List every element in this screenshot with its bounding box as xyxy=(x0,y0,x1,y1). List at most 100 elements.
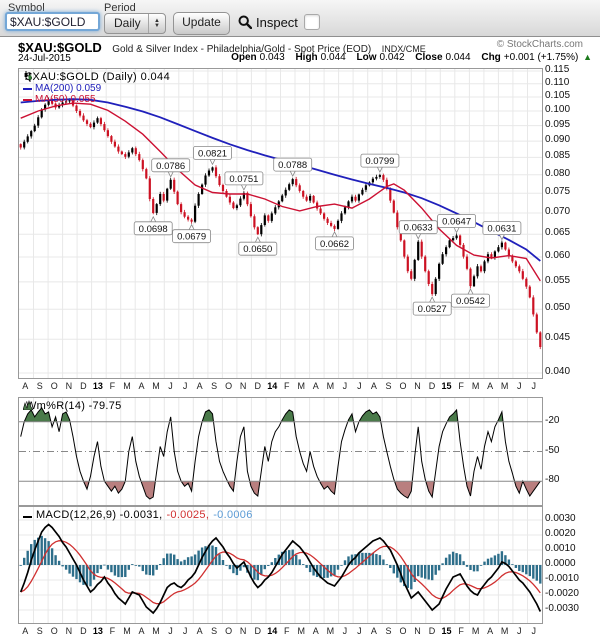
x-axis-label: M xyxy=(471,381,480,391)
x-axis-label: J xyxy=(516,626,522,636)
x-axis-label: 14 xyxy=(267,626,278,636)
x-axis-label: J xyxy=(168,626,173,636)
y-axis-label: -50 xyxy=(545,444,560,456)
price-annotation: 0.0662 xyxy=(315,231,354,251)
price-annotation: 0.0650 xyxy=(238,236,278,256)
x-axis-label: S xyxy=(211,626,218,636)
low-label: Low xyxy=(356,52,377,63)
x-axis-label: J xyxy=(342,381,348,391)
chg-label: Chg xyxy=(481,52,501,63)
x-axis-label: D xyxy=(428,626,436,636)
price-annotation: 0.0799 xyxy=(360,153,400,173)
x-axis-label: F xyxy=(458,626,464,636)
x-axis-label: O xyxy=(225,626,233,636)
chart-title-row: © StockCharts.com $XAU:$GOLD Gold & Silv… xyxy=(18,39,583,55)
price-annotation: 0.0679 xyxy=(172,223,212,244)
svg-text:0.0633: 0.0633 xyxy=(404,223,433,234)
svg-text:0.0786: 0.0786 xyxy=(156,161,185,172)
x-axis-label: S xyxy=(36,626,43,636)
williams-r-canvas xyxy=(19,398,542,505)
price-annotation: 0.0542 xyxy=(451,288,490,308)
x-axis-label: J xyxy=(342,626,348,636)
y-axis-label: 0.0030 xyxy=(545,513,576,524)
symbol-label: Symbol xyxy=(8,2,45,14)
svg-text:0.0679: 0.0679 xyxy=(177,232,206,243)
x-axis-label: A xyxy=(22,381,29,391)
y-axis-label: 0.105 xyxy=(545,90,571,101)
x-axis-label: N xyxy=(414,381,421,391)
y-axis-label: 0.065 xyxy=(545,227,571,239)
x-axis-label: D xyxy=(254,381,261,391)
x-axis-label: F xyxy=(458,381,464,391)
inspect-group: Inspect xyxy=(238,11,320,33)
x-axis-label: A xyxy=(138,626,145,636)
price-annotation: 0.0633 xyxy=(398,220,438,240)
x-axis-label: J xyxy=(357,381,362,391)
x-axis-label: J xyxy=(516,381,522,391)
x-axis-label: M xyxy=(297,626,306,636)
y-axis-label: 0.0000 xyxy=(545,558,576,569)
x-axis-label: 15 xyxy=(441,381,452,391)
x-axis-label: A xyxy=(487,381,494,391)
copyright: © StockCharts.com xyxy=(496,39,583,50)
price-annotation: 0.0788 xyxy=(273,157,313,177)
inspect-checkbox[interactable] xyxy=(303,14,320,30)
x-axis-label: M xyxy=(152,626,160,636)
x-axis-label: J xyxy=(531,626,536,636)
close-value: 0.044 xyxy=(445,52,471,63)
x-axis-label: 14 xyxy=(267,381,278,391)
x-axis-label: N xyxy=(65,381,73,391)
x-axis-label: D xyxy=(80,381,87,391)
x-axis-label: A xyxy=(312,626,319,636)
y-axis-label: 0.110 xyxy=(545,76,570,88)
toolbar: Symbol Period Daily ▲▼ Update Inspect xyxy=(0,0,600,37)
update-button[interactable]: Update xyxy=(173,12,230,35)
svg-text:0.0542: 0.0542 xyxy=(456,296,485,307)
y-axis-label: -20 xyxy=(545,414,560,426)
period-label: Period xyxy=(104,2,136,14)
x-axis-months-top: A S O N D 13 F M A M J J A S O N D 14 F M A M J J A S O N D 15 F M A M J J xyxy=(18,380,541,392)
period-select-value: Daily xyxy=(114,16,141,30)
svg-text:0.0631: 0.0631 xyxy=(487,224,516,235)
period-select[interactable]: Daily ▲ ▼ xyxy=(104,13,166,34)
y-axis-label: 0.115 xyxy=(545,64,570,75)
svg-text:0.0799: 0.0799 xyxy=(365,156,394,167)
x-axis-label: M xyxy=(152,381,160,391)
chg-up-arrow-icon: ▲ xyxy=(583,52,592,62)
y-axis-label: 0.040 xyxy=(545,366,571,377)
macd-panel: MACD(12,26,9) -0.0031, -0.0025, -0.0006 xyxy=(18,506,543,624)
svg-text:0.0788: 0.0788 xyxy=(278,160,307,171)
x-axis-label: 13 xyxy=(92,626,103,636)
price-annotation: 0.0527 xyxy=(412,296,452,316)
price-annotation: 0.0647 xyxy=(437,214,477,234)
y-axis-label: 0.0010 xyxy=(545,543,576,554)
symbol-input[interactable] xyxy=(5,12,100,31)
x-axis-label: F xyxy=(284,381,290,391)
macd-signal-line xyxy=(20,540,541,605)
y-axis-label: 0.060 xyxy=(545,250,571,262)
macd-canvas xyxy=(19,507,542,623)
ohlc-quote: Open 0.043 High 0.044 Low 0.042 Close 0.044 … xyxy=(223,52,592,63)
chg-value: +0.001 (+1.75%) xyxy=(503,52,579,63)
x-axis-label: J xyxy=(182,626,188,636)
y-axis-label: 0.050 xyxy=(545,302,571,314)
x-axis-label: N xyxy=(239,626,247,636)
period-stepper-icon[interactable]: ▲ ▼ xyxy=(148,14,165,33)
price-annotation: 0.0786 xyxy=(151,158,191,178)
x-axis-label: D xyxy=(428,381,436,391)
price-annotation: 0.0821 xyxy=(193,146,232,166)
x-axis-label: N xyxy=(414,626,421,636)
x-axis-label: O xyxy=(50,381,58,391)
chart-exchange: INDX/CME xyxy=(381,44,426,54)
y-axis-label: 0.055 xyxy=(545,274,571,286)
svg-text:0.0751: 0.0751 xyxy=(229,174,258,185)
x-axis-label: M xyxy=(123,381,131,391)
x-axis-label: F xyxy=(284,626,290,636)
svg-text:0.0650: 0.0650 xyxy=(243,244,272,255)
svg-text:0.0821: 0.0821 xyxy=(198,148,227,159)
magnifier-icon xyxy=(238,15,252,29)
x-axis-label: M xyxy=(326,381,335,391)
price-annotation: 0.0631 xyxy=(482,221,522,241)
price-annotation: 0.0698 xyxy=(133,215,173,236)
wr-overbought-fill xyxy=(24,407,504,422)
